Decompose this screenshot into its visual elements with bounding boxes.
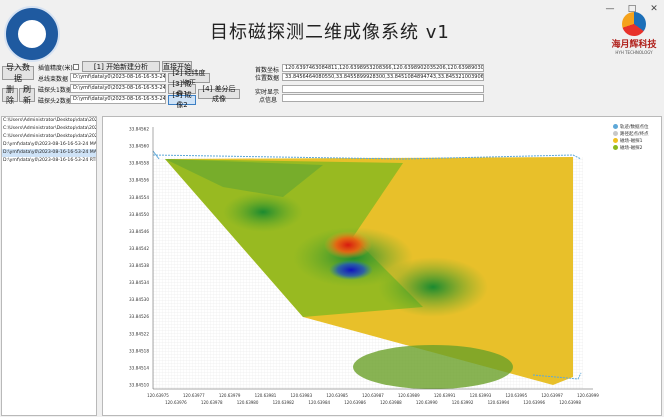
brand-logo: 海月辉科技 HYH TECHNOLOGY [610,12,658,58]
x-tick-label: 120.63982 [273,400,295,405]
x-tick-label: 120.63983 [291,393,313,398]
legend-dot [613,138,618,143]
y-tick-label: 33.84522 [129,331,149,336]
new-analysis-button[interactable]: [1] 开始新建分析 [82,61,160,72]
total-data-field[interactable]: D:\ymf\data\y0\2023-08-16-16-53-24 RTK.t… [70,73,166,82]
cold-anomaly [329,260,373,280]
x-tick-label: 120.63989 [398,393,420,398]
total-data-label: 总线束数据 [38,76,69,83]
x-tick-label: 120.63998 [559,400,581,405]
x-tick-label: 120.63991 [434,393,456,398]
y-tick-label: 33.84542 [129,246,149,251]
x-tick-label: 120.63987 [362,393,384,398]
x-tick-label: 120.63976 [165,400,187,405]
interp-label: 插值精度(米) [38,65,73,72]
delete-button[interactable]: 删除 [2,85,18,105]
list-item[interactable]: D:\ymf\data\y0\2023-08-16-16-53-24 RTK.t… [3,158,97,163]
import-data-button[interactable]: 导入数据 [2,63,34,83]
legend-label: 轨迹/数据点位 [620,124,649,130]
track-line [152,154,582,160]
ref-coord-label: 首数坐标 [255,67,280,74]
legend-dot [613,131,618,136]
university-logo [4,6,60,62]
y-tick-labels: 33.84562 33.84560 33.84558 33.84556 33.84554… [129,127,149,388]
y-tick-label: 33.84554 [129,195,149,200]
y-tick-label: 33.84510 [129,383,149,388]
y-tick-label: 33.84514 [129,365,149,370]
x-tick-label: 120.63990 [416,400,438,405]
y-tick-label: 33.84562 [129,127,149,132]
x-tick-label: 120.63977 [183,393,205,398]
page-title: 目标磁探测二维成像系统 v1 [210,22,450,43]
legend-label: 磁场-磁探1 [620,138,643,144]
probe1-label: 磁探头1数据 [38,87,72,94]
maximize-icon[interactable]: □ [627,4,637,14]
realtime-label: 实时显示 [255,89,280,96]
list-item[interactable]: D:\ymf\data\y0\2023-08-16-16-53-24 MAG1.… [3,142,97,147]
probe2-label: 磁探头2数据 [38,98,72,105]
x-tick-label: 120.63995 [506,393,528,398]
x-tick-label: 120.63999 [577,393,599,398]
hot-anomaly [324,231,372,259]
x-tick-label: 120.63985 [326,393,348,398]
interp-checkbox[interactable] [73,64,79,70]
x-tick-label: 120.63986 [344,400,366,405]
x-tick-label: 120.63984 [308,400,330,405]
y-tick-label: 33.84526 [129,314,149,319]
y-tick-label: 33.84534 [129,280,149,285]
x-tick-label: 120.63988 [380,400,402,405]
x-tick-label: 120.63997 [541,393,563,398]
list-item[interactable]: C:\Users\Administrator\Desktop\data\2023… [3,126,96,131]
y-tick-label: 33.84558 [129,161,149,166]
file-list[interactable]: C:\Users\Administrator\Desktop\data\2023… [1,116,97,416]
y-tick-label: 33.84560 [129,144,149,149]
y-tick-label: 33.84518 [129,348,149,353]
x-tick-label: 120.63994 [488,400,510,405]
legend-dot [613,124,618,129]
imaging-plot[interactable]: 33.84562 33.84560 33.84558 33.84556 33.84554… [102,116,662,416]
x-tick-label: 120.63992 [452,400,474,405]
list-item[interactable]: D:\ymf\data\y0\2023-08-16-16-53-24 MAG2.… [2,149,97,157]
probe1-field[interactable]: D:\ymf\data\y0\2023-08-16-16-53-24 MAG1.… [70,84,166,93]
x-tick-label: 120.63979 [219,393,241,398]
title-bar: — □ ✕ [0,0,664,22]
realtime-field-2[interactable] [282,94,484,102]
y-tick-label: 33.84556 [129,178,149,183]
list-item[interactable]: C:\Users\Administrator\Desktop\data\2023… [3,118,96,123]
pos-data-label: 位置数据 [255,75,280,82]
x-tick-label: 120.63993 [470,393,492,398]
y-tick-label: 33.84550 [129,212,149,217]
close-icon[interactable]: ✕ [650,4,658,14]
list-item[interactable]: C:\Users\Administrator\Desktop\data\2023… [3,134,96,139]
ref-coord-field[interactable]: 120.6397463084811,120.6398953208366,120.… [282,64,484,72]
legend: 轨迹/数据点位 路径起点/终点 磁场-磁探1 磁场-磁探2 [613,123,649,151]
realtime-field-1[interactable] [282,85,484,93]
probe2-field[interactable]: D:\ymf\data\y0\2023-08-16-16-53-24 MAG2.… [70,95,166,104]
imaging2-button[interactable]: [3] 成像2 [168,91,196,109]
x-tick-label: 120.63981 [255,393,277,398]
y-tick-label: 33.84538 [129,263,149,268]
legend-dot [613,145,618,150]
point-info-label: 点信息 [259,97,278,104]
heatmap-svg: 33.84562 33.84560 33.84558 33.84556 33.84554… [129,127,599,406]
legend-label: 磁场-磁探2 [620,145,643,151]
minimize-icon[interactable]: — [605,4,615,14]
direct-start-button[interactable]: 直接开始 [162,61,192,72]
legend-label: 路径起点/终点 [620,131,649,137]
refresh-button[interactable]: 刷新 [19,85,35,105]
x-tick-label: 120.63975 [147,393,169,398]
x-tick-label: 120.63996 [523,400,545,405]
y-tick-label: 33.84546 [129,229,149,234]
diff-imaging-button[interactable]: [4] 差分后成像 [198,85,240,103]
y-tick-label: 33.84530 [129,297,149,302]
x-tick-label: 120.63980 [237,400,259,405]
x-tick-label: 120.63978 [201,400,223,405]
brand-mark-icon [622,12,646,36]
pos-data-field[interactable]: 33.8456464080550,33.8455899928300,33.845… [282,73,484,81]
x-tick-labels: 120.63975 120.63977 120.63979 120.63981 120.… [147,393,599,405]
